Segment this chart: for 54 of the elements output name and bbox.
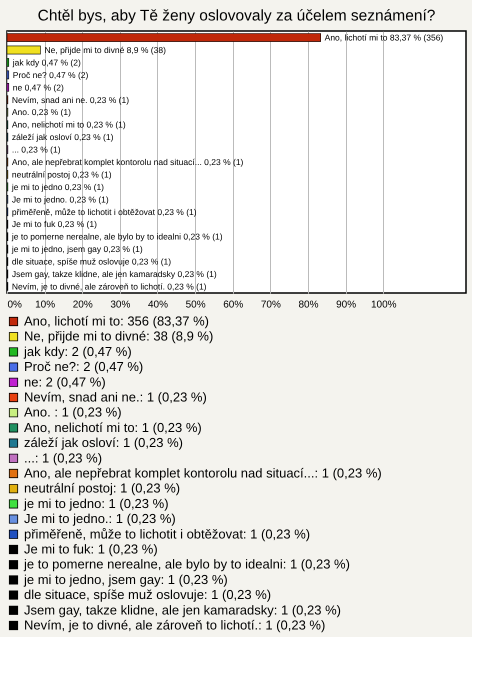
- category-label: Proč ne? 0,47 % (2): [12, 70, 88, 80]
- x-tick-label: 100%: [370, 300, 397, 310]
- x-tick-label: 30%: [110, 300, 130, 310]
- category-label: Jsem gay, takze klidne, ale jen kamaradsky 0,23 % (1): [12, 269, 217, 280]
- category-label: Ano. 0,23 % (1): [12, 107, 71, 118]
- x-tick-label: 20%: [72, 300, 93, 310]
- legend-label: Je mi to jedno.: 1 (0,23 %): [24, 511, 176, 526]
- x-tick-label: 40%: [148, 300, 168, 310]
- category-label: ne 0,47 % (2): [12, 82, 64, 92]
- category-label: Nevím, je to divné, ale zároveň to lichotí. 0,23 % (1): [12, 281, 207, 292]
- category-label: ... 0,23 % (1): [12, 144, 61, 155]
- category-label: je mi to jedno, jsem gay 0,23 % (1): [12, 244, 143, 254]
- legend-label: je mi to jedno, jsem gay: 1 (0,23 %): [23, 572, 228, 587]
- category-label: Ano, nelichotí mi to 0,23 % (1): [12, 120, 126, 130]
- legend-label: Ano, ale nepřebrat komplet kontorolu nad situací...: 1 (0,23 %): [24, 466, 382, 480]
- legend-label: je to pomerne nerealne, ale bylo by to idealni: 1 (0,23 %): [23, 556, 350, 572]
- x-tick-label: 70%: [260, 300, 281, 310]
- legend-label: Proč ne?: 2 (0,47 %): [24, 359, 144, 374]
- category-label: jak kdy 0,47 % (2): [12, 57, 81, 68]
- category-label: Ano, lichotí mi to 83,37 % (356): [324, 32, 444, 43]
- x-tick-label: 0%: [8, 300, 22, 310]
- category-label: záleží jak osloví 0,23 % (1): [12, 132, 114, 142]
- category-label: je mi to jedno 0,23 % (1): [12, 182, 104, 192]
- category-label: dle situace, spíše muž oslovuje 0,23 % (1): [12, 256, 172, 267]
- legend-label: Ano, nelichotí mi to: 1 (0,23 %): [24, 420, 202, 435]
- legend-label: Je mi to fuk: 1 (0,23 %): [24, 542, 158, 556]
- legend-label: jak kdy: 2 (0,47 %): [23, 344, 132, 359]
- legend-label: Nevím, snad ani ne.: 1 (0,23 %): [24, 390, 207, 404]
- category-label: neutrální postoj 0,23 % (1): [12, 169, 112, 180]
- x-tick-label: 60%: [223, 300, 244, 310]
- legend-label: Ne, přijde mi to divné: 38 (8,9 %): [24, 328, 214, 344]
- category-label: přiměřeně, může to lichotit i obtěžovat 0,23 % (1): [12, 206, 197, 217]
- category-label: Ano, ale nepřebrat komplet kontorolu nad situací... 0,23 % (1): [12, 157, 244, 167]
- x-tick-label: 80%: [298, 300, 319, 310]
- x-tick-label: 50%: [186, 300, 206, 310]
- x-tick-label: 90%: [336, 300, 356, 310]
- legend-label: Ano, lichotí mi to: 356 (83,37 %): [24, 314, 209, 328]
- legend-label: neutrální postoj: 1 (0,23 %): [24, 480, 180, 496]
- legend-label: je mi to jedno: 1 (0,23 %): [23, 496, 169, 511]
- category-label: Nevím, snad ani ne. 0,23 % (1): [12, 94, 130, 105]
- x-tick-label: 10%: [35, 300, 56, 310]
- category-label: Je mi to jedno. 0,23 % (1): [12, 194, 109, 204]
- chart-title: Chtěl bys, aby Tě ženy oslovovaly za účelem seznámení?: [38, 8, 436, 24]
- category-label: Je mi to fuk 0,23 % (1): [12, 219, 97, 230]
- category-label: je to pomerne nerealne, ale bylo by to idealni 0,23 % (1): [12, 232, 223, 242]
- legend-label: Nevím, je to divné, ale zároveň to lichotí.: 1 (0,23 %): [24, 618, 326, 632]
- legend-label: ne: 2 (0,47 %): [24, 374, 106, 390]
- legend-label: přiměřeně, může to lichotit i obtěžovat: 1 (0,23 %): [24, 526, 310, 542]
- legend-label: Ano. : 1 (0,23 %): [24, 404, 122, 420]
- legend-label: Jsem gay, takze klidne, ale jen kamaradsky: 1 (0,23 %): [24, 602, 341, 618]
- legend-label: ...: 1 (0,23 %): [24, 450, 102, 466]
- category-label: Ne, přijde mi to divné 8,9 % (38): [44, 44, 166, 55]
- legend-label: dle situace, spíše muž oslovuje: 1 (0,23 %): [24, 587, 272, 602]
- legend-label: záleží jak osloví: 1 (0,23 %): [24, 435, 183, 450]
